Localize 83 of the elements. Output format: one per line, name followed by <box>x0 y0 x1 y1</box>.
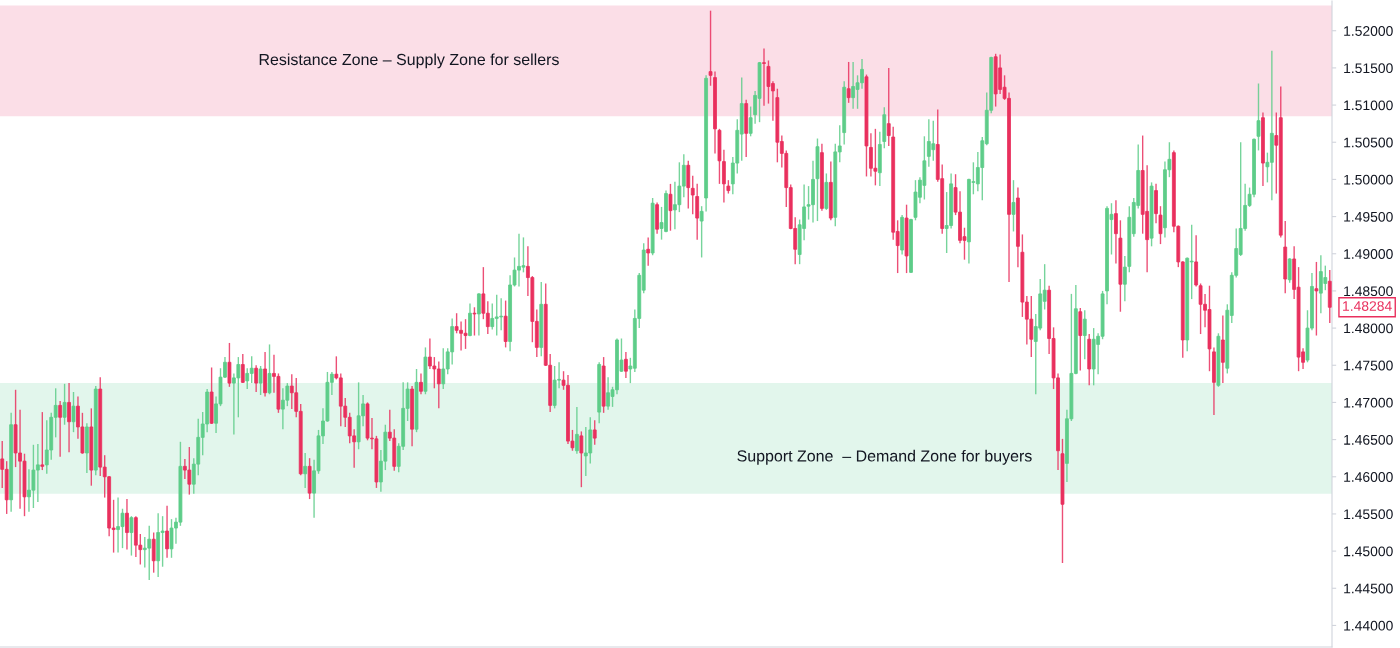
candlestick <box>673 180 677 230</box>
candlestick <box>258 365 263 396</box>
y-tick-label: 1.47000 <box>1344 397 1393 408</box>
candlestick <box>668 183 673 232</box>
candlestick <box>1082 309 1087 361</box>
y-tick-label: 1.50500 <box>1344 137 1393 148</box>
y-tick-label: 1.48000 <box>1344 323 1393 334</box>
candlestick <box>931 119 936 162</box>
candlestick <box>263 351 267 398</box>
candlestick <box>699 205 704 259</box>
candlestick <box>624 351 628 379</box>
candlestick <box>686 160 691 210</box>
candlestick <box>289 373 294 410</box>
candlestick <box>303 452 308 489</box>
candlestick <box>142 536 147 569</box>
candlestick <box>71 391 76 433</box>
candlestick <box>280 387 285 430</box>
candlestick <box>494 293 499 337</box>
candlestick <box>846 61 851 104</box>
candlestick <box>151 531 156 574</box>
candlestick <box>227 342 232 388</box>
candlestick <box>886 67 891 147</box>
candlestick <box>428 337 432 370</box>
y-tick-label: 1.52000 <box>1344 26 1393 36</box>
candlestick <box>575 406 579 455</box>
candlestick <box>35 443 40 503</box>
y-tick-label: 1.51000 <box>1344 100 1393 111</box>
candlestick <box>441 347 446 390</box>
candlestick <box>187 446 192 496</box>
candlestick <box>472 306 477 337</box>
candlestick <box>254 364 259 393</box>
y-tick-label: 1.46500 <box>1344 434 1393 445</box>
candlestick <box>695 183 700 241</box>
candlestick <box>579 430 584 488</box>
candlestick <box>1011 179 1016 233</box>
y-tick-label: 1.50000 <box>1344 174 1393 185</box>
candlestick <box>67 382 71 453</box>
candlestick <box>646 236 651 267</box>
y-tick-label: 1.44500 <box>1344 583 1393 594</box>
band-label: Resistance Zone – Supply Zone for sellers <box>259 53 559 69</box>
candlestick <box>1078 307 1083 372</box>
candlestick <box>125 498 129 551</box>
candlestick <box>583 426 588 477</box>
candlestick <box>1256 82 1261 152</box>
candlestick <box>477 292 481 337</box>
y-tick-label: 1.49000 <box>1344 249 1393 259</box>
candlestick <box>499 297 504 332</box>
candlestick <box>1323 264 1328 291</box>
text: 1.48284 <box>1343 301 1392 311</box>
candlestick <box>129 515 134 557</box>
candlestick <box>873 128 878 187</box>
candlestick <box>1314 261 1319 337</box>
candlestick <box>463 318 468 350</box>
candlestick <box>468 302 472 337</box>
y-tick-label: 1.44000 <box>1344 620 1393 631</box>
y-tick-label: 1.45500 <box>1344 509 1393 520</box>
candlestick <box>490 302 495 331</box>
y-tick-label: 1.48500 <box>1344 286 1393 297</box>
candlestick <box>165 505 169 559</box>
candlestick <box>1029 295 1034 358</box>
y-tick-label: 1.46000 <box>1344 472 1393 482</box>
candlestick <box>592 419 597 446</box>
candlestick <box>62 383 67 426</box>
candlestick <box>436 360 441 410</box>
candlestick <box>1318 254 1323 314</box>
y-tick-label: 1.51500 <box>1344 63 1393 74</box>
candlestick <box>58 400 63 458</box>
candlestick <box>147 525 152 581</box>
y-tick-label: 1.47500 <box>1344 360 1393 371</box>
candlestick <box>419 372 423 395</box>
candlestick <box>40 411 45 471</box>
candlestick <box>249 355 254 384</box>
candlestick <box>267 343 272 395</box>
candlestick <box>44 419 49 475</box>
candlestick <box>1287 257 1292 284</box>
candlestick <box>31 444 36 509</box>
candlestick <box>240 353 245 384</box>
y-tick-label: 1.49500 <box>1344 211 1393 222</box>
candlestick <box>245 367 250 390</box>
candlestick <box>1220 314 1225 384</box>
candlestick <box>169 518 174 559</box>
band-label: Support Zone – Demand Zone for buyers <box>737 449 1032 465</box>
y-tick-label: 1.45000 <box>1344 546 1393 557</box>
